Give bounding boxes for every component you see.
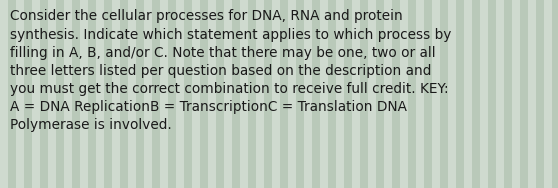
Bar — [64, 0, 72, 188]
Bar — [296, 0, 304, 188]
Bar — [304, 0, 312, 188]
Bar — [104, 0, 112, 188]
Bar — [32, 0, 40, 188]
Bar — [408, 0, 416, 188]
Bar — [368, 0, 376, 188]
Bar — [432, 0, 440, 188]
Bar — [504, 0, 512, 188]
Bar — [224, 0, 232, 188]
Bar — [112, 0, 120, 188]
Bar — [448, 0, 456, 188]
Bar — [320, 0, 328, 188]
Bar — [216, 0, 224, 188]
Bar — [48, 0, 56, 188]
Bar — [552, 0, 558, 188]
Bar — [160, 0, 168, 188]
Bar — [536, 0, 544, 188]
Bar — [80, 0, 88, 188]
Bar — [456, 0, 464, 188]
Bar — [528, 0, 536, 188]
Bar — [264, 0, 272, 188]
Bar — [464, 0, 472, 188]
Bar — [352, 0, 360, 188]
Bar — [400, 0, 408, 188]
Bar — [384, 0, 392, 188]
Bar — [440, 0, 448, 188]
Bar — [128, 0, 136, 188]
Bar — [424, 0, 432, 188]
Bar — [312, 0, 320, 188]
Bar — [272, 0, 280, 188]
Bar — [120, 0, 128, 188]
Bar — [376, 0, 384, 188]
Text: Consider the cellular processes for DNA, RNA and protein
synthesis. Indicate whi: Consider the cellular processes for DNA,… — [10, 9, 451, 133]
Bar — [512, 0, 520, 188]
Bar — [192, 0, 200, 188]
Bar — [488, 0, 496, 188]
Bar — [360, 0, 368, 188]
Bar — [416, 0, 424, 188]
Bar — [200, 0, 208, 188]
Bar — [392, 0, 400, 188]
Bar — [208, 0, 216, 188]
Bar — [248, 0, 256, 188]
Bar — [256, 0, 264, 188]
Bar — [240, 0, 248, 188]
Bar — [96, 0, 104, 188]
Bar — [16, 0, 24, 188]
Bar — [144, 0, 152, 188]
Bar — [0, 0, 8, 188]
Bar — [496, 0, 504, 188]
Bar — [88, 0, 96, 188]
Bar — [136, 0, 144, 188]
Bar — [232, 0, 240, 188]
Bar — [280, 0, 288, 188]
Bar — [336, 0, 344, 188]
Bar — [472, 0, 480, 188]
Bar — [544, 0, 552, 188]
Bar — [168, 0, 176, 188]
Bar — [288, 0, 296, 188]
Bar — [184, 0, 192, 188]
Bar — [480, 0, 488, 188]
Bar — [328, 0, 336, 188]
Bar — [40, 0, 48, 188]
Bar — [176, 0, 184, 188]
Bar — [72, 0, 80, 188]
Bar — [344, 0, 352, 188]
Bar — [8, 0, 16, 188]
Bar — [24, 0, 32, 188]
Bar — [152, 0, 160, 188]
Bar — [56, 0, 64, 188]
Bar — [520, 0, 528, 188]
